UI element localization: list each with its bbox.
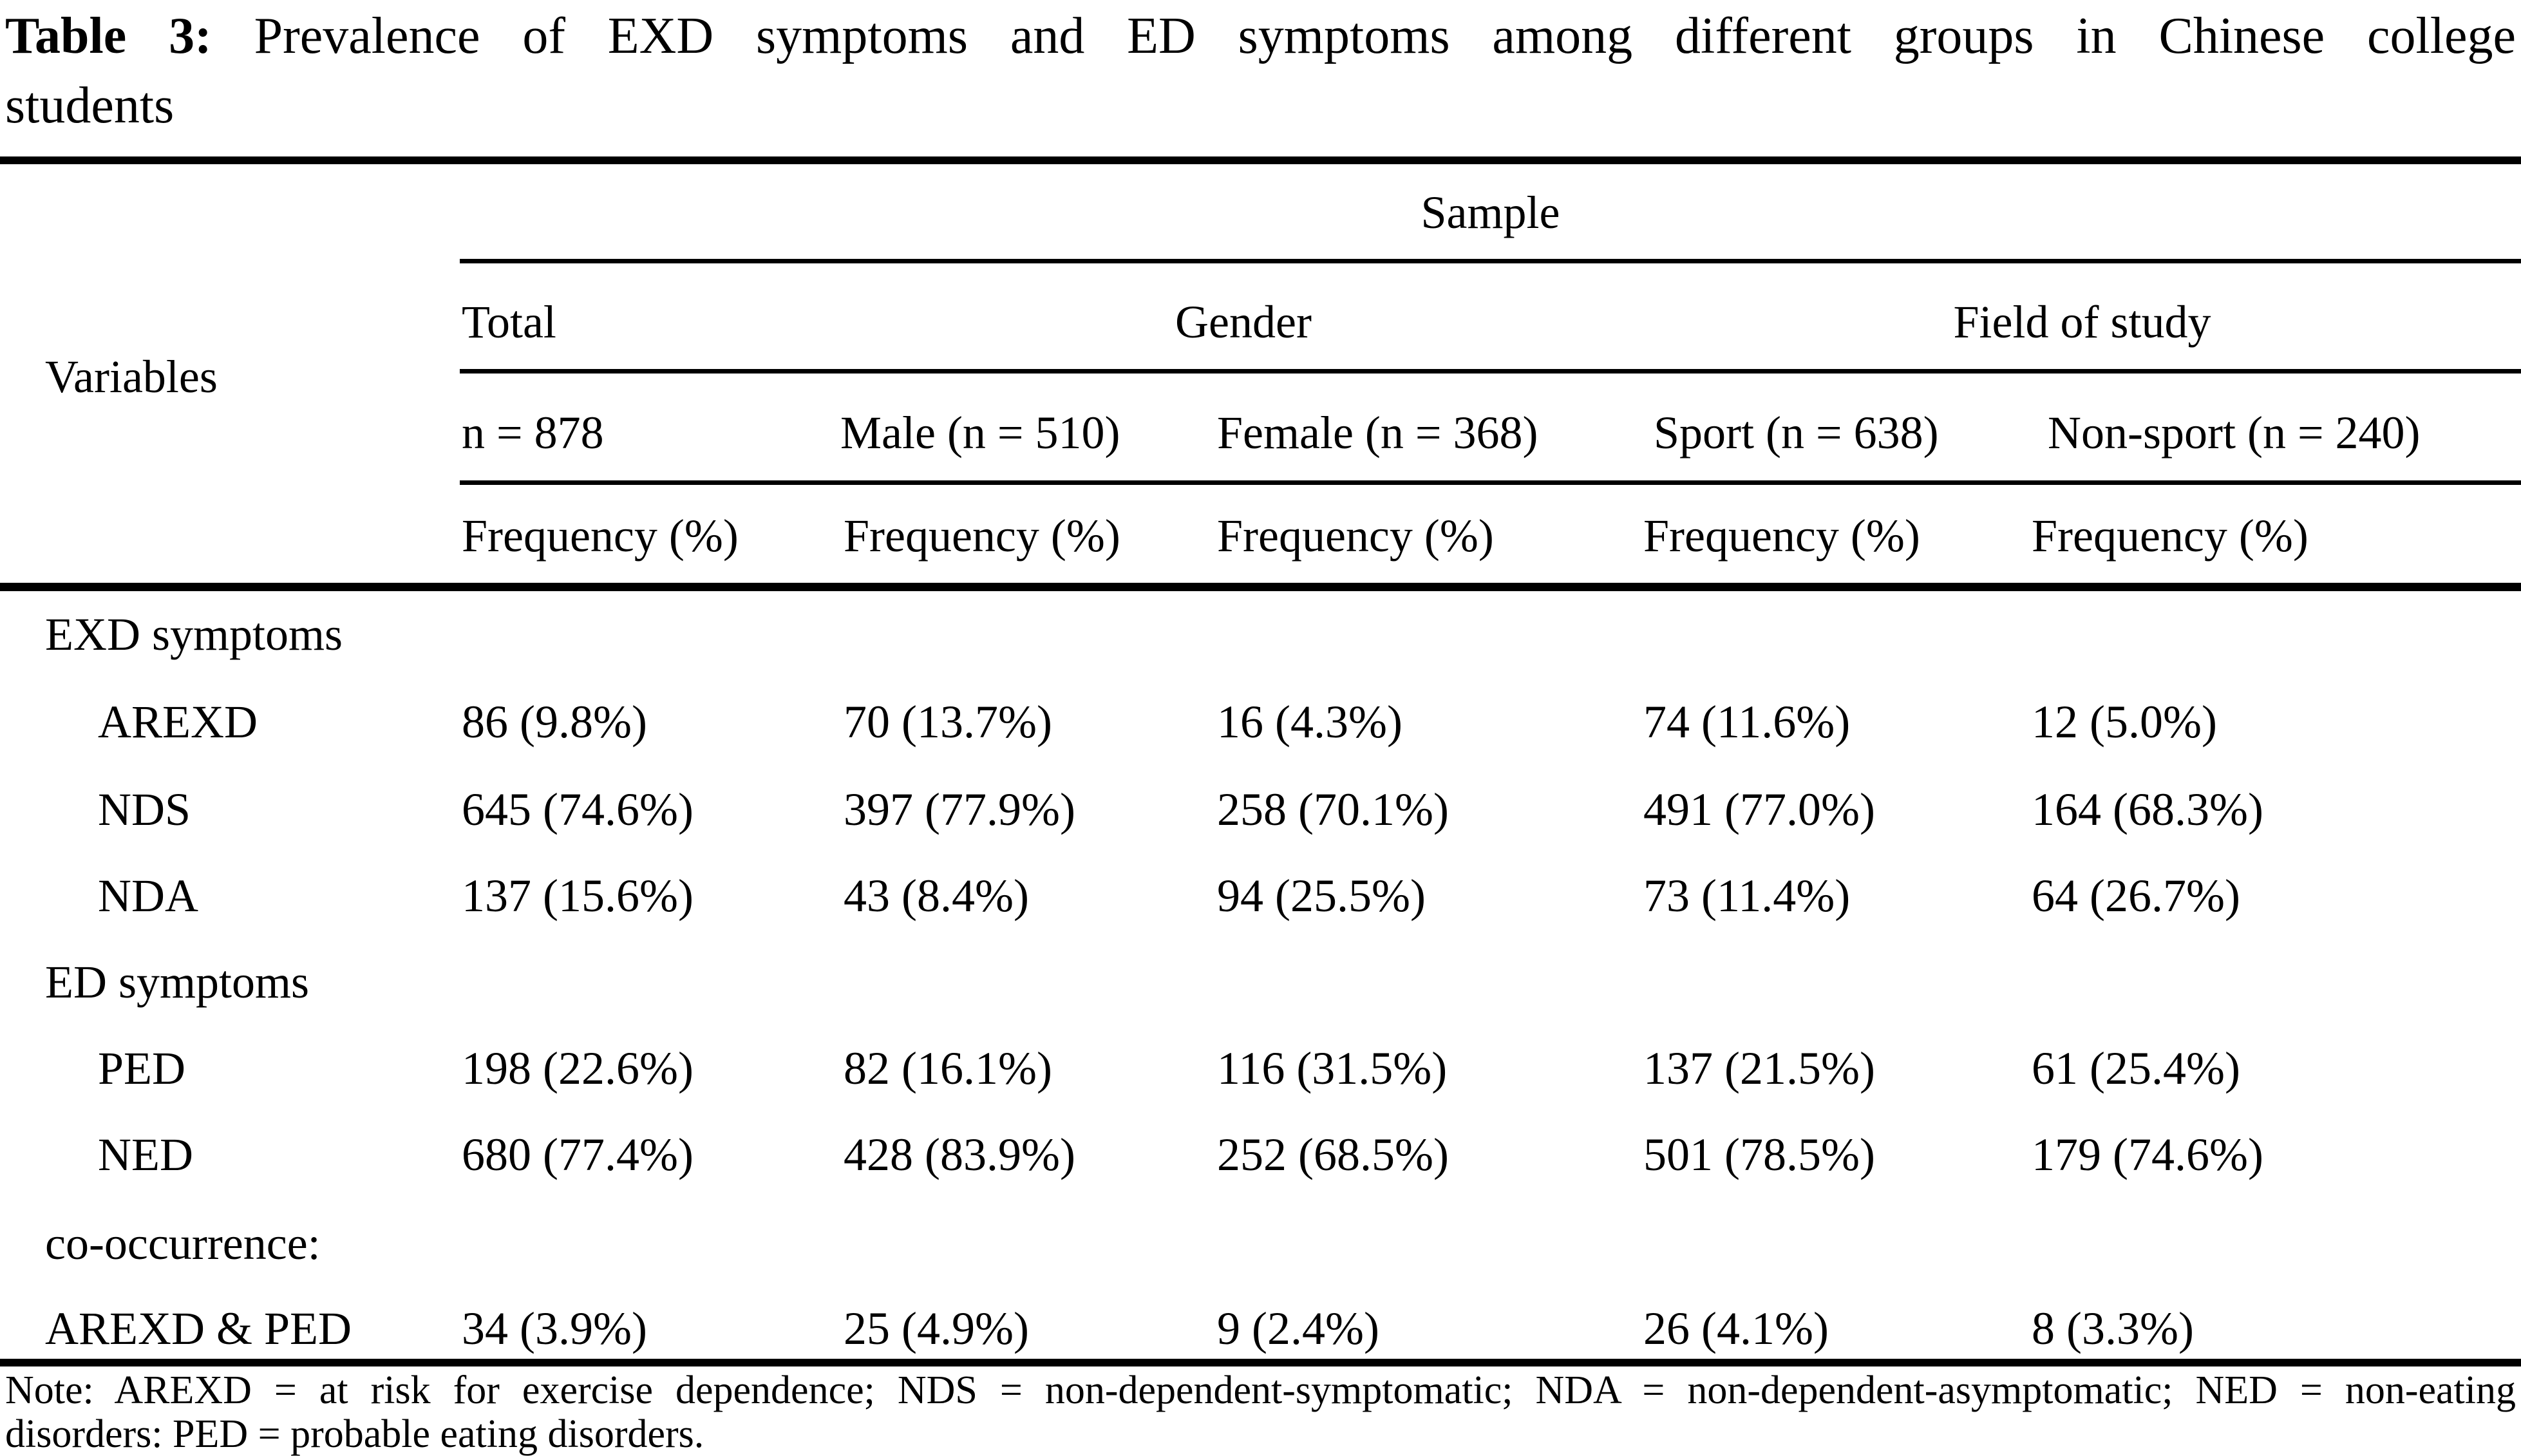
cell-nonsport: 164 (68.3%) — [2032, 784, 2263, 835]
cell-male: 25 (4.9%) — [844, 1303, 1029, 1354]
cell-female: 16 (4.3%) — [1217, 696, 1402, 748]
cell-nonsport: 64 (26.7%) — [2032, 870, 2240, 922]
table-row: ED symptoms — [0, 955, 2521, 1009]
row-label: EXD symptoms — [45, 609, 343, 660]
female-header: Female (n = 368) — [1217, 407, 1538, 459]
cell-sport: 501 (78.5%) — [1643, 1129, 1875, 1180]
cell-sport: 26 (4.1%) — [1643, 1303, 1829, 1354]
row-label: AREXD & PED — [45, 1303, 352, 1354]
table-row: NDA 137 (15.6%) 43 (8.4%) 94 (25.5%) 73 … — [0, 869, 2521, 923]
cell-total: 645 (74.6%) — [462, 784, 694, 835]
cell-sport: 73 (11.4%) — [1643, 870, 1851, 922]
sample-spanner-header: Sample — [1421, 187, 1560, 238]
gender-header: Gender — [1175, 296, 1312, 348]
variables-header: Variables — [45, 351, 218, 402]
table-row: NED 680 (77.4%) 428 (83.9%) 252 (68.5%) … — [0, 1128, 2521, 1182]
measure-header-row: Frequency (%) Frequency (%) Frequency (%… — [0, 509, 2521, 563]
cell-total: 34 (3.9%) — [462, 1303, 647, 1354]
row-label: co-occurrence: — [45, 1218, 321, 1269]
table-caption-text: Prevalence of EXD symptoms and ED sympto… — [254, 8, 2516, 64]
table-caption-line2: students — [5, 77, 175, 134]
cell-total: 137 (15.6%) — [462, 870, 694, 922]
cell-nonsport: 12 (5.0%) — [2032, 696, 2217, 748]
cell-nonsport: 179 (74.6%) — [2032, 1129, 2263, 1180]
non-sport-header: Non-sport (n = 240) — [2048, 407, 2421, 459]
cell-male: 43 (8.4%) — [844, 870, 1029, 922]
header-body-rule — [0, 583, 2521, 591]
table-row: AREXD & PED 34 (3.9%) 25 (4.9%) 9 (2.4%)… — [0, 1301, 2521, 1356]
total-n-header: n = 878 — [462, 407, 604, 459]
table-row: AREXD 86 (9.8%) 70 (13.7%) 16 (4.3%) 74 … — [0, 695, 2521, 749]
cell-male: 82 (16.1%) — [844, 1043, 1052, 1094]
sample-underline-rule — [460, 259, 2521, 263]
table-row: co-occurrence: — [0, 1216, 2521, 1271]
row-label: ED symptoms — [45, 956, 310, 1008]
table-caption-line1: Table 3: Prevalence of EXD symptoms and … — [5, 0, 2516, 72]
cell-female: 252 (68.5%) — [1217, 1129, 1449, 1180]
total-header: Total — [462, 296, 556, 348]
frequency-header-female: Frequency (%) — [1217, 510, 1494, 562]
cell-sport: 491 (77.0%) — [1643, 784, 1875, 835]
cell-female: 258 (70.1%) — [1217, 784, 1449, 835]
cell-total: 680 (77.4%) — [462, 1129, 694, 1180]
cell-sport: 137 (21.5%) — [1643, 1043, 1875, 1094]
cell-sport: 74 (11.6%) — [1643, 696, 1851, 748]
field-of-study-header: Field of study — [1953, 296, 2211, 348]
table-number-label: Table 3: — [5, 8, 212, 64]
frequency-header-male: Frequency (%) — [844, 510, 1120, 562]
frequency-header-total: Frequency (%) — [462, 510, 739, 562]
cell-female: 94 (25.5%) — [1217, 870, 1426, 922]
bottom-rule — [0, 1359, 2521, 1366]
table-row: NDS 645 (74.6%) 397 (77.9%) 258 (70.1%) … — [0, 782, 2521, 837]
cell-male: 428 (83.9%) — [844, 1129, 1075, 1180]
sport-header: Sport (n = 638) — [1654, 407, 1939, 459]
frequency-header-nonsport: Frequency (%) — [2032, 510, 2309, 562]
cell-total: 198 (22.6%) — [462, 1043, 694, 1094]
row-label: NED — [98, 1129, 193, 1180]
cell-female: 9 (2.4%) — [1217, 1303, 1379, 1354]
table-note-line1: Note: AREXD = at risk for exercise depen… — [5, 1368, 2516, 1412]
subgroup-header-row: n = 878 Male (n = 510) Female (n = 368) … — [0, 406, 2521, 460]
table-note-line2: disorders: PED = probable eating disorde… — [5, 1412, 704, 1456]
cell-total: 86 (9.8%) — [462, 696, 647, 748]
row-label: AREXD — [98, 696, 258, 748]
table-row: EXD symptoms — [0, 607, 2521, 661]
group-header-rule — [460, 369, 2521, 373]
table-row: PED 198 (22.6%) 82 (16.1%) 116 (31.5%) 1… — [0, 1041, 2521, 1095]
row-label: NDS — [98, 784, 191, 835]
cell-male: 397 (77.9%) — [844, 784, 1075, 835]
subgroup-header-rule — [460, 480, 2521, 485]
top-rule — [0, 156, 2521, 164]
row-label: PED — [98, 1043, 186, 1094]
cell-female: 116 (31.5%) — [1217, 1043, 1448, 1094]
cell-nonsport: 61 (25.4%) — [2032, 1043, 2240, 1094]
row-label: NDA — [98, 870, 198, 922]
frequency-header-sport: Frequency (%) — [1643, 510, 1920, 562]
male-header: Male (n = 510) — [840, 407, 1120, 459]
cell-nonsport: 8 (3.3%) — [2032, 1303, 2194, 1354]
group-header-row: Total Gender Field of study — [0, 295, 2521, 349]
cell-male: 70 (13.7%) — [844, 696, 1052, 748]
